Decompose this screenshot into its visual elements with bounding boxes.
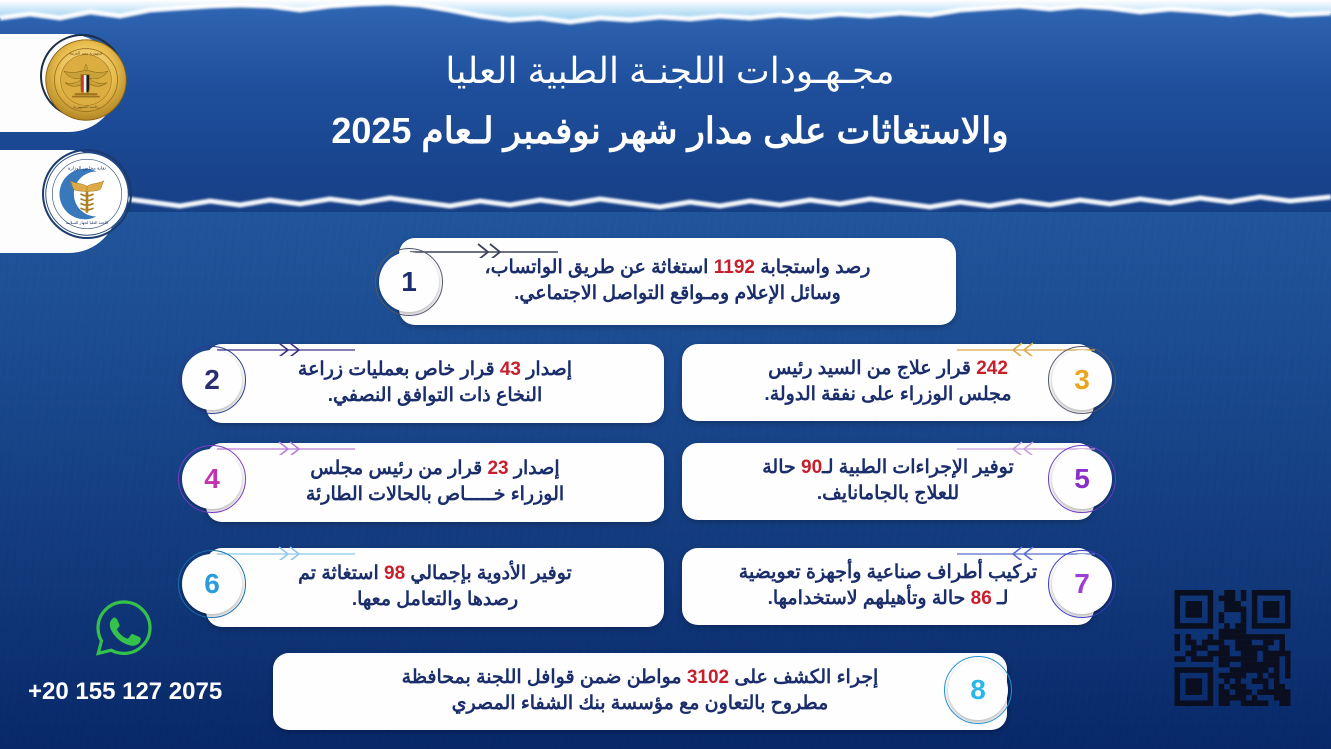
svg-text:اللجنة العليا لجهاز السلامة: اللجنة العليا لجهاز السلامة [66,220,108,225]
svg-text:رئاسة الجمهورية: رئاسة الجمهورية [73,104,99,109]
svg-text:جمهورية مصر العربية: جمهورية مصر العربية [70,51,103,56]
